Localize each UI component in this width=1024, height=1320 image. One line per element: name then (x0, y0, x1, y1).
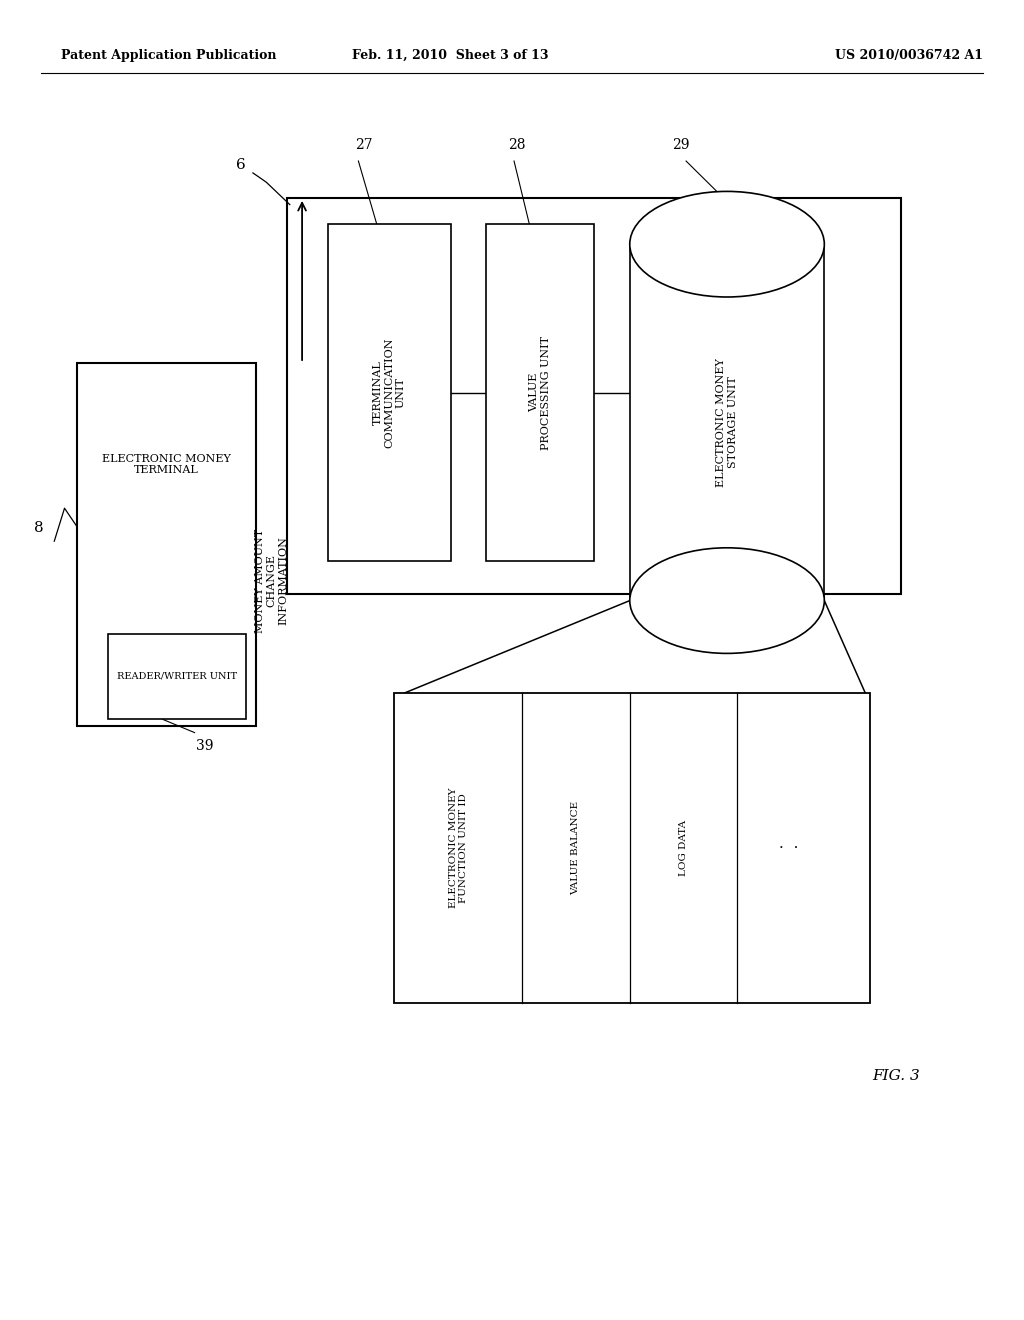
Ellipse shape (630, 548, 824, 653)
Text: 29: 29 (672, 139, 690, 152)
Text: 8: 8 (34, 521, 44, 535)
Text: TERMINAL
COMMUNICATION
UNIT: TERMINAL COMMUNICATION UNIT (373, 338, 406, 447)
Text: FIG. 3: FIG. 3 (872, 1069, 920, 1082)
Text: ·  ·: · · (778, 841, 799, 855)
Ellipse shape (630, 191, 824, 297)
Text: 6: 6 (236, 158, 246, 172)
Text: Patent Application Publication: Patent Application Publication (61, 49, 276, 62)
Text: READER/WRITER UNIT: READER/WRITER UNIT (117, 672, 237, 681)
Text: Feb. 11, 2010  Sheet 3 of 13: Feb. 11, 2010 Sheet 3 of 13 (352, 49, 549, 62)
Text: VALUE BALANCE: VALUE BALANCE (571, 801, 581, 895)
Text: ELECTRONIC MONEY
FUNCTION UNIT ID: ELECTRONIC MONEY FUNCTION UNIT ID (449, 788, 468, 908)
Bar (108, 634, 246, 719)
Text: LOG DATA: LOG DATA (679, 820, 688, 876)
Bar (486, 224, 594, 561)
Text: 39: 39 (196, 739, 214, 752)
Text: VALUE
PROCESSING UNIT: VALUE PROCESSING UNIT (529, 335, 551, 450)
Text: ELECTRONIC MONEY
STORAGE UNIT: ELECTRONIC MONEY STORAGE UNIT (716, 358, 738, 487)
Text: ELECTRONIC MONEY
TERMINAL: ELECTRONIC MONEY TERMINAL (102, 454, 230, 475)
Bar (77, 363, 256, 726)
Text: 27: 27 (354, 139, 373, 152)
Text: US 2010/0036742 A1: US 2010/0036742 A1 (835, 49, 983, 62)
Bar (630, 244, 824, 601)
Bar (328, 224, 451, 561)
Text: MONEY AMOUNT
CHANGE
INFORMATION: MONEY AMOUNT CHANGE INFORMATION (255, 529, 288, 632)
Bar (394, 693, 870, 1003)
Text: 28: 28 (508, 139, 526, 152)
Bar (287, 198, 901, 594)
